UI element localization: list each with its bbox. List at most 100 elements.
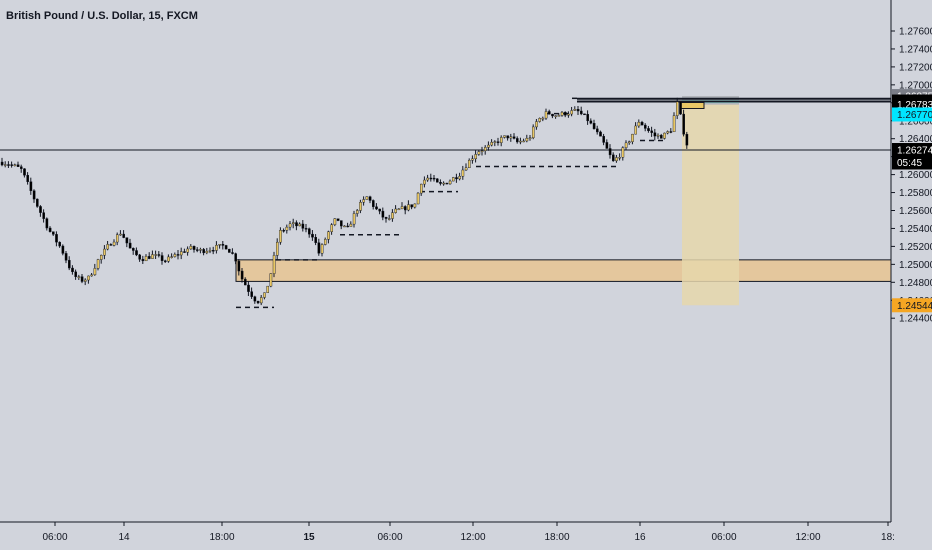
candle-down — [644, 124, 647, 129]
price-label-badge — [892, 155, 932, 170]
candle-up — [112, 241, 116, 246]
candle-down — [61, 245, 65, 254]
candle-up — [365, 196, 369, 200]
candle-down — [29, 181, 33, 191]
candle-down — [295, 222, 298, 227]
candle-up — [173, 254, 177, 257]
candle-up — [93, 268, 97, 276]
candle-down — [317, 242, 321, 254]
candle-down — [147, 256, 151, 259]
candle-up — [503, 135, 506, 138]
candle-down — [135, 250, 138, 256]
candle-down — [340, 220, 343, 227]
candle-up — [144, 256, 148, 262]
candle-down — [234, 253, 238, 262]
candle-down — [660, 135, 663, 139]
candle-down — [52, 231, 55, 235]
candle-down — [580, 110, 583, 115]
candle-down — [42, 212, 45, 219]
entry-box[interactable] — [679, 101, 705, 109]
candle-down — [282, 230, 286, 232]
candle-up — [260, 297, 263, 304]
candle-down — [122, 233, 125, 238]
candle-down — [512, 136, 516, 139]
candle-down — [224, 245, 228, 250]
candle-down — [10, 164, 14, 166]
candle-down — [445, 182, 449, 185]
candle-down — [247, 284, 250, 292]
candle-down — [410, 204, 414, 208]
candle-down — [605, 142, 609, 149]
candle-up — [327, 231, 330, 240]
price-label-text: 05:45 — [897, 158, 922, 169]
candle-down — [48, 227, 52, 232]
candle-down — [506, 135, 510, 139]
candle-up — [324, 239, 327, 245]
candle-down — [45, 218, 49, 229]
price-tick-label: 1.25800 — [899, 188, 932, 199]
time-tick-label: 18: — [881, 532, 895, 543]
candle-up — [532, 126, 535, 138]
candle-up — [400, 206, 404, 210]
candle-up — [420, 183, 423, 194]
candle-up — [484, 147, 487, 151]
candle-up — [663, 132, 666, 139]
candle-up — [666, 131, 669, 134]
candle-down — [39, 206, 42, 213]
candle-down — [23, 168, 26, 176]
candle-down — [71, 267, 74, 273]
candle-down — [516, 138, 519, 143]
candle-down — [653, 132, 657, 137]
candle-down — [685, 134, 689, 146]
candle-up — [528, 137, 532, 139]
candle-up — [468, 160, 471, 169]
candle-down — [496, 141, 500, 143]
lines-layer — [0, 97, 891, 309]
demand-zone[interactable] — [235, 259, 892, 282]
candle-up — [538, 118, 541, 122]
candle-up — [99, 254, 103, 260]
candle-up — [77, 276, 81, 278]
candle-up — [560, 111, 564, 116]
candle-up — [570, 110, 573, 115]
candle-up — [266, 285, 270, 293]
price-tick-label: 1.26400 — [899, 134, 932, 145]
candle-up — [320, 244, 324, 254]
candle-down — [336, 218, 340, 221]
price-tick-label: 1.27600 — [899, 27, 932, 38]
price-label-text: 1.26783 — [897, 100, 932, 111]
candle-up — [554, 115, 557, 117]
candle-up — [631, 133, 634, 142]
candle-down — [26, 174, 30, 182]
candle-up — [285, 226, 289, 231]
candle-down — [308, 228, 311, 235]
candle-up — [656, 135, 660, 137]
candle-up — [356, 210, 359, 214]
candle-up — [522, 140, 525, 143]
candle-up — [490, 142, 494, 146]
price-labels: 1.268751.268141.267831.267701.2627405:45… — [892, 89, 932, 313]
price-label-badge — [892, 107, 932, 122]
candle-up — [279, 230, 282, 243]
candle-down — [109, 244, 113, 246]
candle-down — [16, 164, 20, 167]
time-tick-label: 12:00 — [460, 532, 485, 543]
candle-up — [624, 142, 628, 148]
candle-up — [423, 179, 426, 185]
candle-up — [525, 138, 529, 142]
time-axis[interactable]: 06:00 14 18:00 15 06:00 12:00 18:00 16 06:00 12:0… — [42, 522, 895, 543]
target-zone[interactable] — [682, 96, 739, 306]
price-label-badge — [892, 143, 932, 158]
candle-up — [461, 169, 465, 177]
candle-down — [647, 128, 650, 132]
candle-down — [237, 260, 241, 272]
candle-up — [442, 182, 446, 185]
candle-down — [221, 244, 225, 246]
time-tick-label: 16 — [634, 532, 646, 543]
candles-layer — [0, 97, 689, 306]
price-tick-label: 1.27400 — [899, 44, 932, 55]
candle-down — [439, 182, 442, 184]
candle-up — [480, 150, 484, 152]
candle-down — [240, 270, 244, 280]
